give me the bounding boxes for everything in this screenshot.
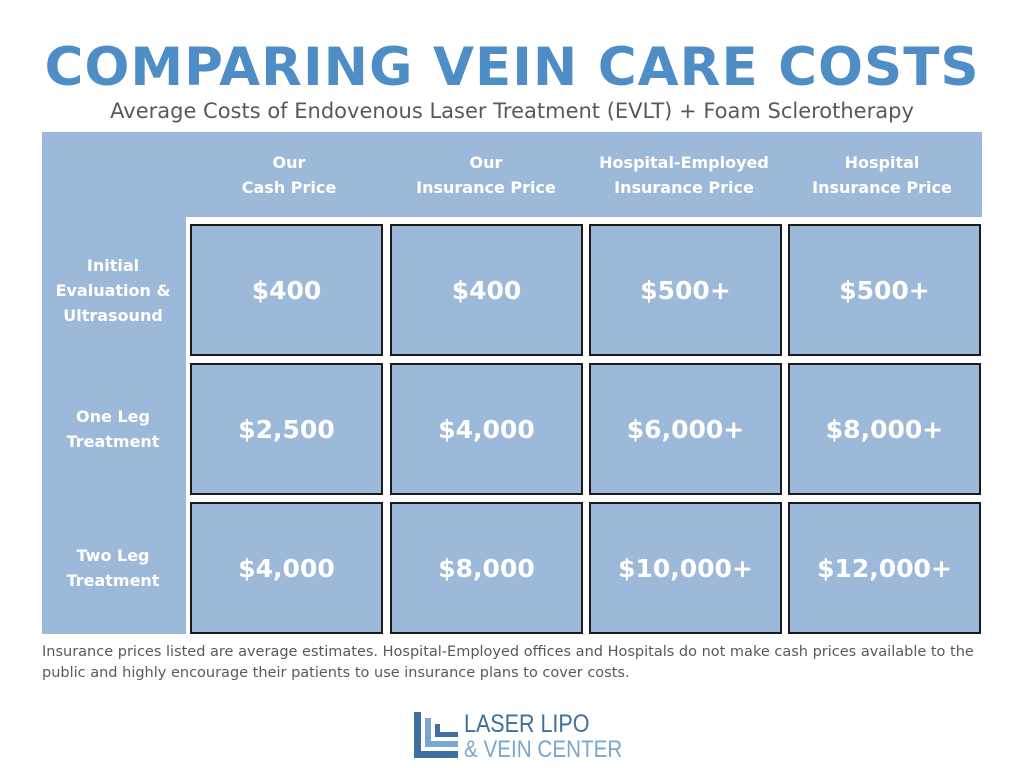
row-header-initial-evaluation: Initial Evaluation & Ultrasound [55, 255, 171, 325]
row-header-two-leg: Two Leg Treatment [66, 546, 160, 590]
column-header-hospital: Hospital Insurance Price [812, 153, 952, 197]
price-cell: $4,000 [190, 502, 383, 634]
price-cell: $8,000 [390, 502, 583, 634]
company-logo: LASER LIPO & VEIN CENTER [412, 710, 622, 766]
footnote: Insurance prices listed are average esti… [42, 644, 974, 681]
price-cell: $12,000+ [788, 502, 981, 634]
price-cell: $8,000+ [788, 363, 981, 495]
logo-text-primary: LASER LIPO [464, 710, 590, 738]
price-cell: $500+ [589, 224, 782, 356]
row-header-one-leg: One Leg Treatment [66, 407, 160, 451]
logo-mark-icon [414, 712, 458, 758]
page-title: COMPARING VEIN CARE COSTS [44, 37, 980, 98]
price-cell: $6,000+ [589, 363, 782, 495]
column-header-our-cash: Our Cash Price [241, 153, 337, 197]
page-subtitle: Average Costs of Endovenous Laser Treatm… [110, 99, 914, 123]
logo-text-secondary: & VEIN CENTER [464, 736, 623, 763]
price-cell: $2,500 [190, 363, 383, 495]
price-cell: $400 [390, 224, 583, 356]
price-cell: $400 [190, 224, 383, 356]
column-header-hospital-employed: Hospital-Employed Insurance Price [599, 153, 769, 197]
price-cell: $10,000+ [589, 502, 782, 634]
price-cell: $4,000 [390, 363, 583, 495]
price-cell: $500+ [788, 224, 981, 356]
column-header-our-insurance: Our Insurance Price [416, 153, 556, 197]
